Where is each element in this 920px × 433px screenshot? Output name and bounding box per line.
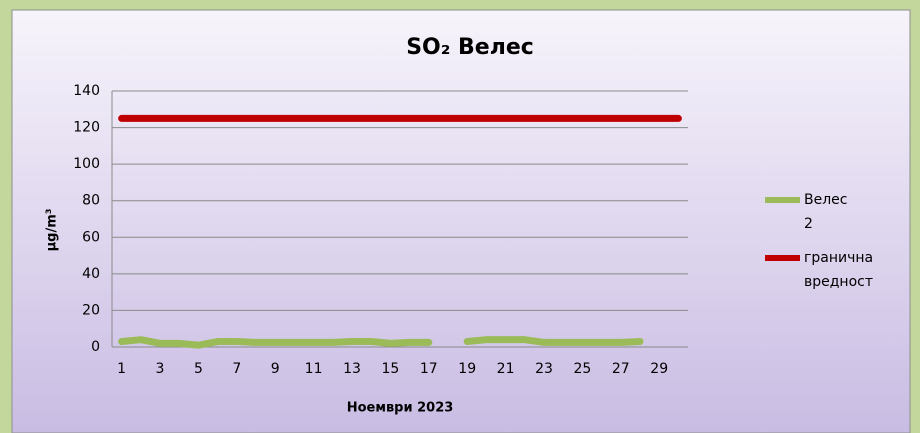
chart-panel (11, 9, 911, 433)
y-tick-label: 100 (73, 156, 100, 172)
x-tick-label: 13 (343, 361, 361, 377)
chart-title: SO₂ Велес (406, 35, 534, 60)
y-tick-label: 60 (82, 229, 100, 245)
y-tick-label: 0 (91, 339, 100, 355)
x-tick-label: 15 (381, 361, 399, 377)
x-tick-label: 19 (458, 361, 476, 377)
y-tick-label: 140 (73, 83, 100, 99)
legend-label: Велес 2 (804, 192, 847, 232)
legend-label: гранична вредност (804, 250, 873, 290)
x-tick-label: 23 (535, 361, 553, 377)
x-tick-label: 25 (573, 361, 591, 377)
x-tick-label: 29 (650, 361, 668, 377)
y-tick-label: 40 (82, 266, 100, 282)
x-axis-label: Ноември 2023 (347, 401, 454, 416)
x-tick-label: 3 (156, 361, 165, 377)
x-tick-label: 17 (420, 361, 438, 377)
y-tick-label: 80 (82, 193, 100, 209)
y-tick-label: 20 (82, 302, 100, 318)
x-tick-label: 5 (194, 361, 203, 377)
y-axis-label: µg/m³ (45, 209, 60, 252)
y-tick-label: 120 (73, 120, 100, 136)
x-tick-label: 27 (612, 361, 630, 377)
x-tick-label: 1 (117, 361, 126, 377)
x-tick-label: 11 (305, 361, 323, 377)
x-tick-label: 7 (232, 361, 241, 377)
data-line (118, 336, 644, 349)
x-tick-label: 9 (271, 361, 280, 377)
x-tick-label: 21 (497, 361, 515, 377)
